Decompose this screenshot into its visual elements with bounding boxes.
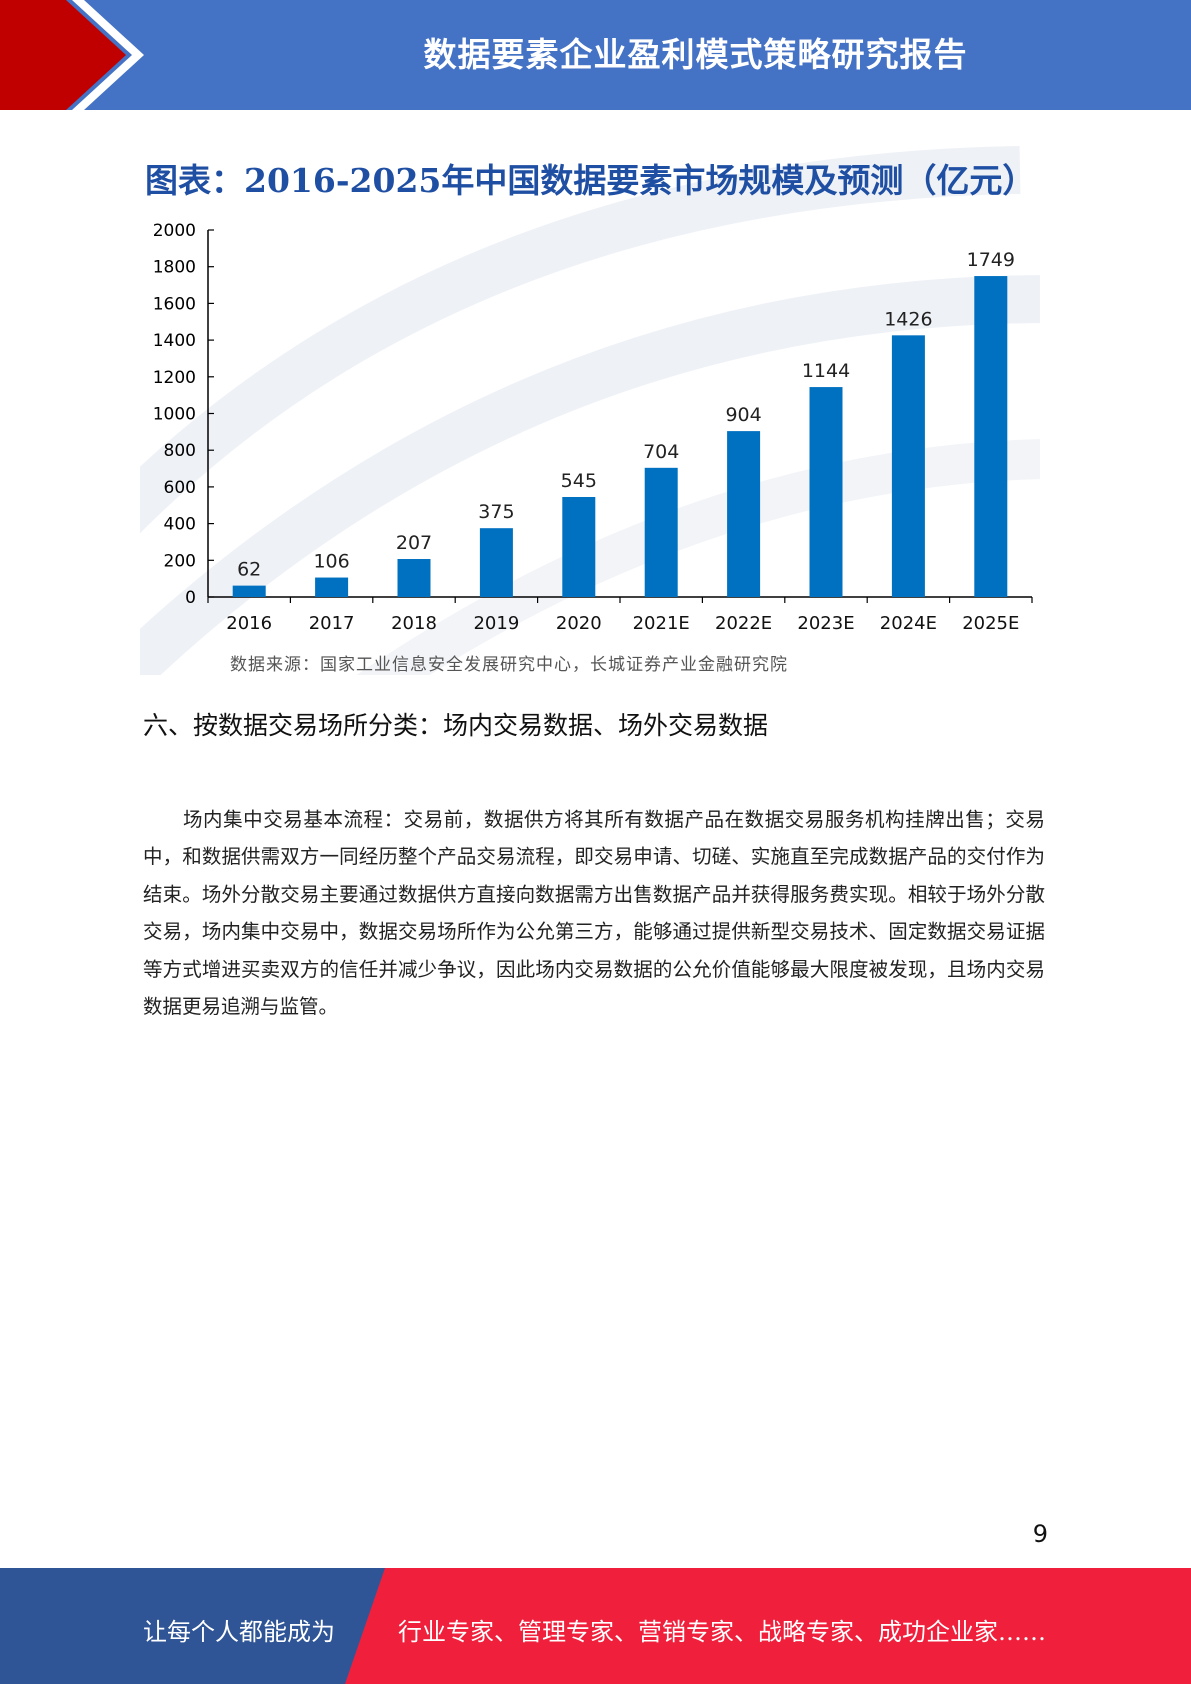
market-size-figure: 0 200 400 600 800 1000 1200 1400 1600 1800 2000 62 2…	[140, 140, 1040, 675]
y-tick-label: 2000	[153, 221, 196, 241]
y-tick-label: 400	[164, 515, 196, 535]
x-tick-label-2025E: 2025E	[962, 613, 1019, 634]
data-label-2020: 545	[561, 470, 597, 492]
bar-2020	[562, 496, 596, 597]
bar-2018	[397, 559, 431, 597]
page-footer: 让每个人都能成为 行业专家、管理专家、营销专家、战略专家、成功企业家……	[0, 1568, 1191, 1684]
data-label-2023E: 1144	[802, 360, 850, 382]
data-label-2016: 62	[237, 559, 261, 581]
y-tick-label: 1200	[153, 368, 196, 388]
bar-2021E	[644, 467, 678, 597]
section-heading: 六、按数据交易场所分类：场内交易数据、场外交易数据	[143, 711, 769, 740]
y-tick-label: 200	[164, 551, 196, 571]
y-tick-label: 800	[164, 441, 196, 461]
data-label-2021E: 704	[643, 441, 679, 463]
data-label-2018: 207	[396, 532, 432, 554]
data-label-2019: 375	[478, 501, 514, 523]
document-title: 数据要素企业盈利模式策略研究报告	[423, 35, 968, 74]
x-tick-label-2017: 2017	[309, 613, 355, 634]
bar-2023E	[809, 387, 843, 597]
bar-2024E	[891, 335, 925, 597]
y-tick-label: 1600	[153, 294, 196, 314]
bar-chart: 0 200 400 600 800 1000 1200 1400 1600 1800 2000 62 2…	[140, 146, 1040, 675]
x-tick-label-2021E: 2021E	[633, 613, 690, 634]
bar-2016	[232, 585, 266, 597]
x-tick-label-2024E: 2024E	[880, 613, 937, 634]
footer-slogan-left: 让每个人都能成为	[143, 1618, 335, 1646]
x-tick-label-2022E: 2022E	[715, 613, 772, 634]
y-tick-label: 1400	[153, 331, 196, 351]
bar-2017	[315, 577, 349, 597]
x-tick-label-2016: 2016	[226, 613, 272, 634]
body-paragraph: 场内集中交易基本流程：交易前，数据供方将其所有数据产品在数据交易服务机构挂牌出售…	[143, 807, 1045, 1019]
footer-background	[0, 1568, 1191, 1684]
chart-title: 图表：2016-2025年中国数据要素市场规模及预测（亿元）	[145, 161, 1036, 200]
x-tick-label-2020: 2020	[556, 613, 602, 634]
data-label-2025E: 1749	[967, 249, 1015, 271]
chart-source: 数据来源：国家工业信息安全发展研究中心，长城证券产业金融研究院	[230, 655, 788, 675]
page-number: 9	[1032, 1520, 1048, 1548]
y-tick-label: 1000	[153, 405, 196, 425]
header-arrow-decoration	[0, 0, 144, 110]
y-tick-label: 0	[185, 588, 196, 608]
bar-2019	[479, 528, 513, 597]
data-label-2024E: 1426	[884, 308, 932, 330]
y-tick-label: 1800	[153, 258, 196, 278]
x-tick-label-2018: 2018	[391, 613, 437, 634]
data-label-2022E: 904	[725, 404, 761, 426]
data-label-2017: 106	[313, 551, 349, 573]
y-tick-label: 600	[164, 478, 196, 498]
bar-2025E	[974, 276, 1008, 597]
x-tick-label-2023E: 2023E	[797, 613, 854, 634]
footer-slogan-right: 行业专家、管理专家、营销专家、战略专家、成功企业家……	[398, 1618, 1046, 1646]
bar-2022E	[727, 431, 761, 597]
x-tick-label-2019: 2019	[473, 613, 519, 634]
page-header: 数据要素企业盈利模式策略研究报告	[0, 0, 1191, 110]
